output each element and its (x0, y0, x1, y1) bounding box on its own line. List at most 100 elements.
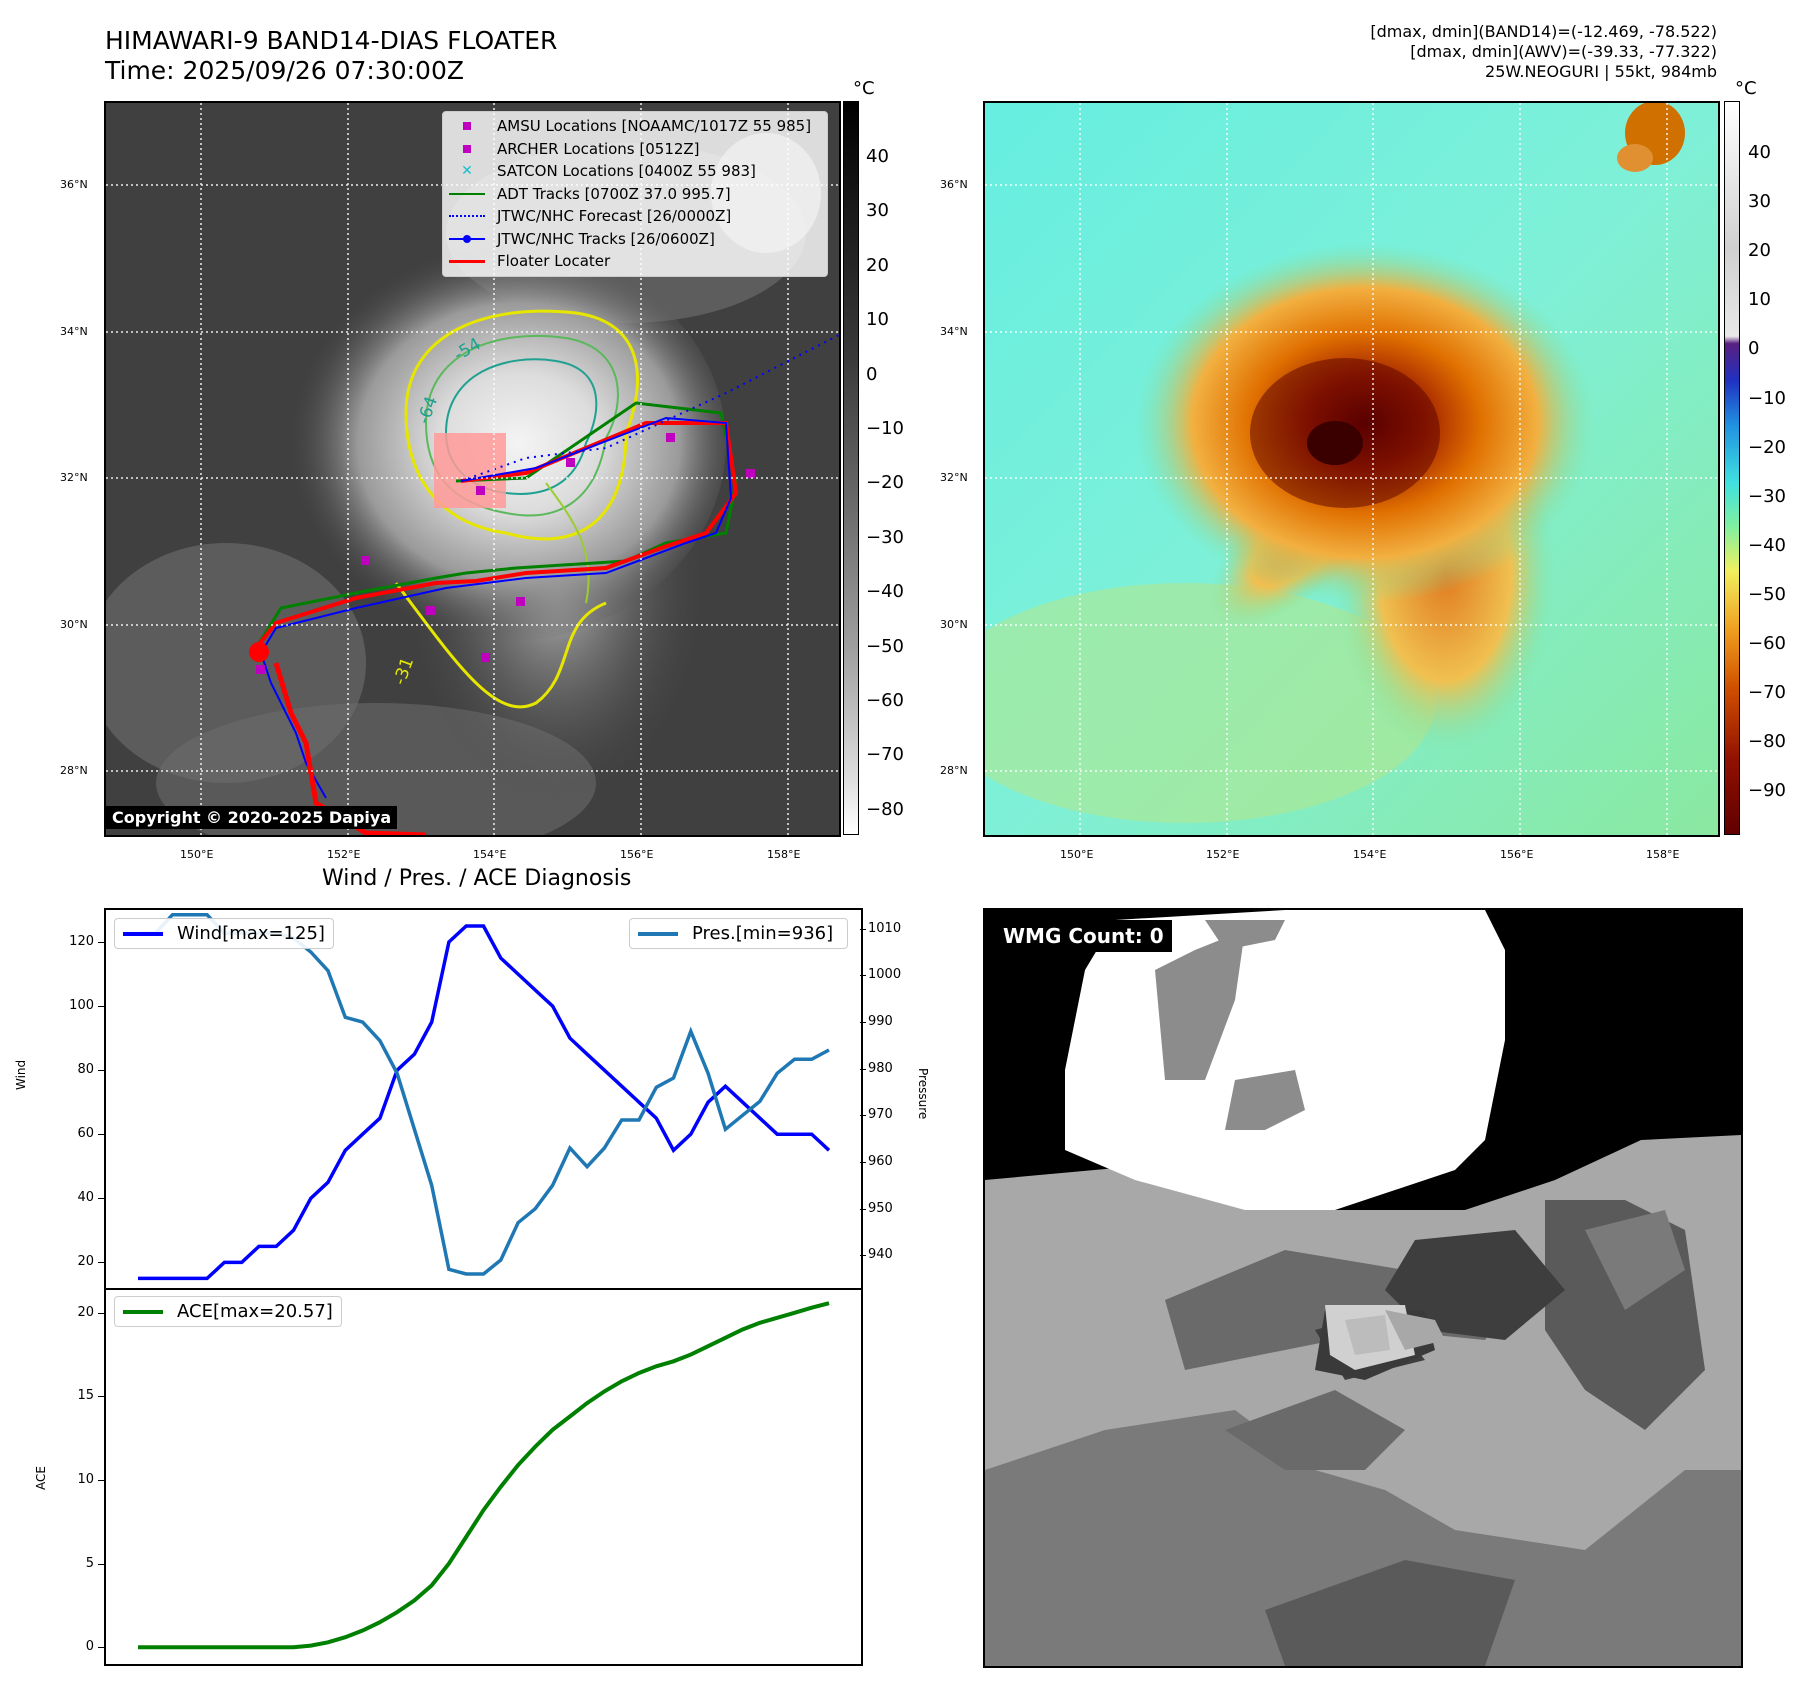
wind-legend-label: Wind[max=125] (177, 923, 325, 944)
legend-label: Floater Locater (497, 252, 611, 271)
dotted-line-icon (449, 208, 485, 224)
legend-label: ARCHER Locations [0512Z] (497, 139, 700, 158)
colorbar-tick-label: −10 (1748, 387, 1786, 409)
pressure-tick-label: 990 (868, 1014, 893, 1029)
legend-item-satcon: ✕ SATCON Locations [0400Z 55 983] (443, 160, 827, 183)
colorbar-tick-label: 0 (866, 363, 878, 385)
pressure-series-line (138, 912, 830, 1276)
axis-tick-mark (860, 1255, 866, 1257)
colorbar-tick-label: −90 (1748, 780, 1786, 802)
axis-tick-mark (860, 1068, 866, 1070)
colorbar-right (1724, 101, 1740, 835)
ace-tick-label: 5 (85, 1555, 94, 1571)
info-storm: 25W.NEOGURI | 55kt, 984mb (1485, 62, 1717, 81)
colorbar-tick-label: −10 (866, 418, 904, 439)
ace-tick-label: 15 (77, 1388, 94, 1404)
colorbar-tick-label: −80 (1748, 731, 1786, 753)
colorbar-tick-label: −20 (866, 472, 904, 494)
axis-tick-mark (98, 942, 104, 944)
lon-label: 150°E (1060, 848, 1094, 861)
legend-label: AMSU Locations [NOAAMC/1017Z 55 985] (497, 117, 812, 136)
colorbar-tick-label: −40 (1748, 534, 1786, 556)
wind-tick-label: 120 (69, 934, 94, 950)
wind-pres-plot-frame (104, 908, 863, 1290)
map-legend: AMSU Locations [NOAAMC/1017Z 55 985] ARC… (442, 111, 828, 277)
wmg-count-label: WMG Count: 0 (995, 920, 1172, 952)
ace-axis-label: ACE (34, 1466, 48, 1490)
pressure-tick-label: 1000 (868, 967, 902, 983)
axis-tick-mark (860, 1115, 866, 1117)
axis-tick-mark (98, 1647, 104, 1649)
colorbar-tick-label: −60 (866, 690, 904, 711)
pressure-axis-label: Pressure (916, 1068, 930, 1120)
lat-label: 32°N (940, 471, 968, 484)
pressure-tick-label: 970 (868, 1107, 893, 1123)
colorbar-tick-label: −60 (1748, 633, 1786, 654)
axis-tick-mark (860, 928, 866, 930)
axis-tick-mark (860, 1208, 866, 1210)
wind-axis-label: Wind (14, 1059, 28, 1090)
colorbar-tick-label: −30 (866, 526, 904, 548)
lon-label: 152°E (1206, 848, 1240, 861)
colorbar-tick-label: 10 (1748, 289, 1771, 311)
line-marker-icon (449, 186, 485, 202)
ace-plot (138, 1301, 830, 1650)
wind-tick-label: 80 (77, 1062, 94, 1078)
pressure-legend-label: Pres.[min=936] (692, 923, 834, 944)
wind-tick-label: 60 (77, 1126, 94, 1142)
colorbar-tick-label: −70 (866, 744, 904, 766)
wmg-panel: WMG Count: 0 (983, 908, 1743, 1668)
lon-label: 158°E (1646, 848, 1680, 861)
lon-label: 156°E (620, 848, 654, 861)
colorbar-tick-label: −80 (866, 798, 904, 820)
ace-series-line (138, 1301, 830, 1650)
lon-label: 156°E (1500, 848, 1534, 861)
colorbar-tick-label: 30 (1748, 191, 1771, 213)
pressure-tick-label: 940 (868, 1247, 893, 1263)
wind-tick-label: 20 (77, 1254, 94, 1270)
pressure-tick-label: 950 (868, 1200, 893, 1216)
legend-label: JTWC/NHC Tracks [26/0600Z] (497, 229, 715, 248)
x-marker-icon: ✕ (461, 163, 473, 180)
lat-label: 34°N (60, 325, 88, 338)
axis-tick-mark (98, 1262, 104, 1264)
legend-item-tracks: JTWC/NHC Tracks [26/0600Z] (443, 228, 827, 251)
ace-plot-frame (104, 1286, 863, 1666)
lat-label: 30°N (60, 618, 88, 631)
axis-tick-mark (98, 1006, 104, 1008)
legend-label: JTWC/NHC Forecast [26/0000Z] (497, 207, 732, 226)
lat-label: 28°N (940, 764, 968, 777)
pressure-tick-label: 980 (868, 1060, 893, 1076)
lon-label: 154°E (473, 848, 507, 861)
axis-tick-mark (860, 1162, 866, 1163)
awv-map-image (985, 103, 1718, 835)
axis-tick-mark (860, 1022, 866, 1023)
wind-pres-plot (138, 912, 831, 1281)
line-marker-icon (449, 253, 485, 269)
legend-item-amsu: AMSU Locations [NOAAMC/1017Z 55 985] (443, 115, 827, 138)
wind-line-icon (123, 931, 163, 936)
wind-tick-label: 100 (69, 998, 94, 1014)
info-awv: [dmax, dmin](AWV)=(-39.33, -77.322) (1410, 42, 1717, 61)
axis-tick-mark (98, 1312, 104, 1314)
axis-tick-mark (860, 975, 866, 977)
colorbar-tick-label: 20 (1748, 240, 1771, 262)
lat-label: 30°N (940, 618, 968, 631)
legend-item-forecast: JTWC/NHC Forecast [26/0000Z] (443, 205, 827, 228)
legend-item-adt: ADT Tracks [0700Z 37.0 995.7] (443, 183, 827, 206)
ace-tick-label: 0 (85, 1639, 94, 1655)
wind-series-line (138, 924, 831, 1281)
lon-label: 158°E (767, 848, 801, 861)
lat-label: 28°N (60, 764, 88, 777)
ace-legend-label: ACE[max=20.57] (177, 1301, 333, 1322)
colorbar-tick-label: −70 (1748, 682, 1786, 704)
colorbar-tick-label: −30 (1748, 485, 1786, 507)
ace-tick-label: 20 (77, 1304, 94, 1320)
lat-label: 36°N (940, 178, 968, 191)
colorbar-tick-label: −50 (1748, 583, 1786, 605)
legend-label: ADT Tracks [0700Z 37.0 995.7] (497, 184, 731, 203)
pressure-legend: Pres.[min=936] (629, 918, 848, 949)
lon-label: 152°E (327, 848, 361, 861)
info-band14: [dmax, dmin](BAND14)=(-12.469, -78.522) (1370, 22, 1717, 41)
colorbar-tick-label: −40 (866, 581, 904, 603)
